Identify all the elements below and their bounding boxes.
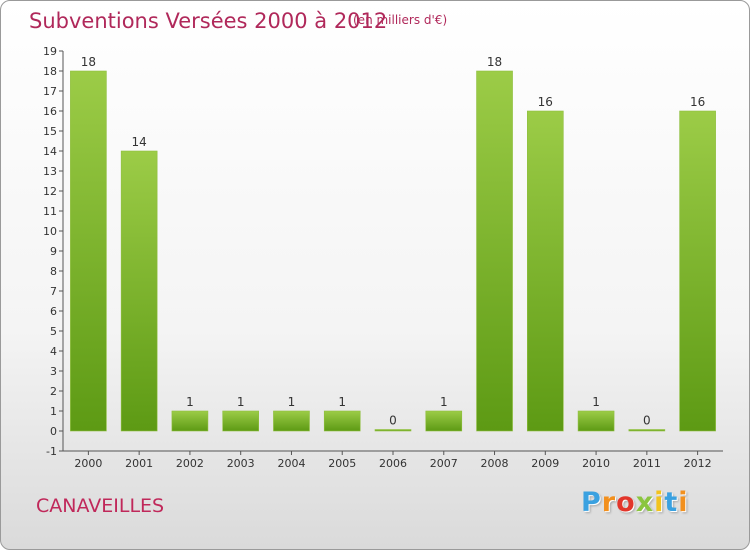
x-tick-label-2011: 2011 [633, 457, 661, 470]
data-label-2002: 1 [186, 395, 194, 409]
y-tick-label: 14 [43, 145, 57, 158]
x-tick-label-2012: 2012 [684, 457, 712, 470]
logo-letter: i [654, 487, 665, 518]
bar-2009 [527, 110, 564, 432]
y-tick-label: 16 [43, 105, 57, 118]
x-tick-label-2003: 2003 [227, 457, 255, 470]
bar-2007 [425, 410, 463, 432]
logo-letter: o [616, 487, 636, 518]
y-tick-label: 6 [50, 305, 57, 318]
chart-title: Subventions Versées 2000 à 2012 [29, 9, 388, 33]
x-tick-label-2002: 2002 [176, 457, 204, 470]
bar-2005 [323, 410, 361, 432]
x-tick-label-2004: 2004 [277, 457, 305, 470]
y-tick-label: 17 [43, 85, 57, 98]
y-tick-label: 10 [43, 225, 57, 238]
bar-2000 [70, 70, 107, 432]
data-label-2010: 1 [592, 395, 600, 409]
y-tick-label: 0 [50, 425, 57, 438]
y-tick-label: 11 [43, 205, 57, 218]
data-label-2004: 1 [288, 395, 296, 409]
y-tick-label: -1 [46, 445, 57, 458]
data-label-2005: 1 [338, 395, 346, 409]
y-tick-label: 8 [50, 265, 57, 278]
y-tick-label: 9 [50, 245, 57, 258]
data-label-2000: 18 [81, 55, 96, 69]
y-tick-label: 13 [43, 165, 57, 178]
y-tick-label: 5 [50, 325, 57, 338]
x-tick-label-2010: 2010 [582, 457, 610, 470]
x-tick-label-2000: 2000 [74, 457, 102, 470]
bar-2006 [374, 429, 412, 432]
data-label-2001: 14 [132, 135, 147, 149]
logo-letter: i [678, 487, 689, 518]
x-tick-label-2008: 2008 [481, 457, 509, 470]
logo-letter: t [664, 487, 679, 518]
x-tick-label-2001: 2001 [125, 457, 153, 470]
y-tick-label: 15 [43, 125, 57, 138]
chart-unit: (en milliers d'€) [353, 13, 448, 27]
data-label-2006: 0 [389, 414, 397, 428]
bar-2003 [222, 410, 259, 432]
x-tick-label-2009: 2009 [531, 457, 559, 470]
logo-letter: r [601, 487, 617, 518]
data-label-2011: 0 [643, 414, 651, 428]
y-tick-label: 19 [43, 45, 57, 58]
bar-2011 [628, 429, 666, 432]
y-tick-label: 1 [50, 405, 57, 418]
data-label-2003: 1 [237, 395, 245, 409]
x-tick-label-2007: 2007 [430, 457, 458, 470]
bar-2008 [476, 70, 513, 432]
bar-2001 [120, 150, 158, 432]
data-label-2009: 16 [538, 95, 553, 109]
y-tick-label: 7 [50, 285, 57, 298]
logo-letter: x [635, 487, 655, 518]
x-tick-label-2006: 2006 [379, 457, 407, 470]
data-label-2007: 1 [440, 395, 448, 409]
bar-2012 [679, 110, 716, 432]
bar-2004 [273, 410, 310, 432]
y-tick-label: 2 [50, 385, 57, 398]
logo-letter: P [581, 487, 602, 518]
data-label-2008: 18 [487, 55, 502, 69]
y-tick-label: 18 [43, 65, 57, 78]
y-tick-label: 3 [50, 365, 57, 378]
place-name: CANAVEILLES [36, 495, 165, 517]
bar-2002 [171, 410, 209, 432]
y-tick-label: 4 [50, 345, 57, 358]
bar-2010 [577, 410, 615, 432]
proxiti-logo: Proxiti [581, 487, 689, 518]
data-label-2012: 16 [690, 95, 705, 109]
y-tick-label: 12 [43, 185, 57, 198]
x-tick-label-2005: 2005 [328, 457, 356, 470]
